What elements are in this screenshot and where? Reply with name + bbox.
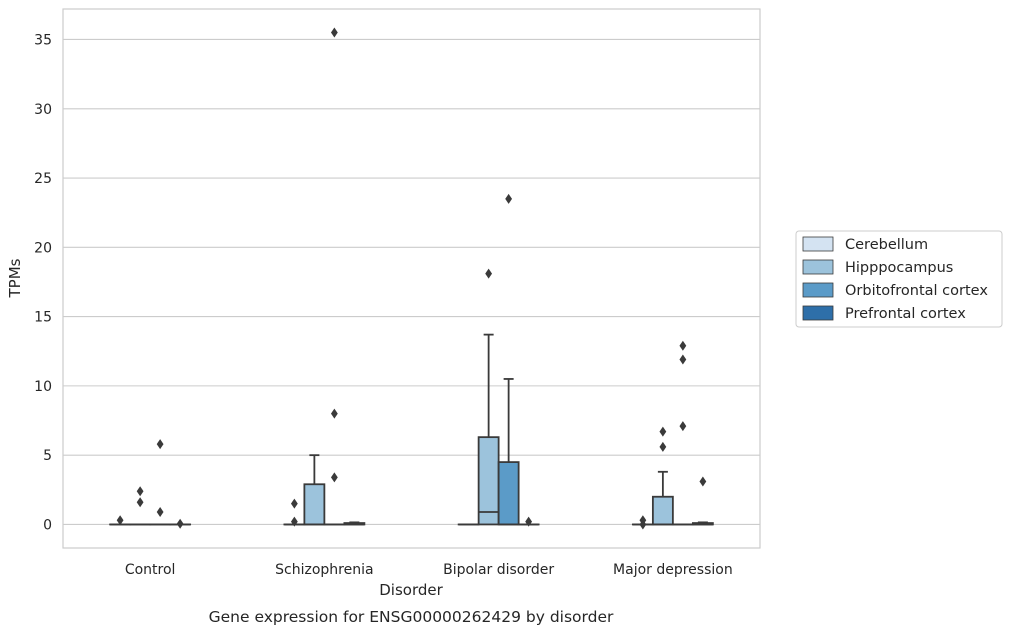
- box-3-1: [343, 521, 366, 526]
- x-tick-labels: Control Schizophrenia Bipolar disorder Majo…: [125, 562, 733, 578]
- outlier-point: [156, 439, 164, 450]
- y-tick-label: 25: [34, 171, 52, 187]
- box-1-3: [651, 426, 674, 526]
- legend-label: Prefrontal cortex: [845, 306, 966, 322]
- outlier-point: [679, 421, 687, 432]
- plot-frame: [62, 8, 761, 549]
- gridlines: [63, 38, 760, 525]
- outlier-point: [330, 472, 338, 483]
- box-3-2: [517, 516, 540, 527]
- outlier-point: [290, 516, 298, 527]
- outlier-point: [485, 268, 493, 279]
- outlier-point: [525, 516, 533, 527]
- outlier-point: [330, 27, 338, 38]
- legend-swatch: [802, 305, 834, 321]
- outlier-point: [290, 498, 298, 509]
- legend-swatch: [802, 282, 834, 298]
- legend-label: Orbitofrontal cortex: [845, 283, 988, 299]
- outlier-point: [116, 515, 124, 526]
- box-0-1: [283, 498, 306, 527]
- box-2-0: [149, 439, 172, 526]
- y-tick-label: 35: [34, 32, 52, 48]
- y-tick-labels: 0 5 10 15 20 25 30 35: [34, 32, 52, 533]
- box-1-0: [129, 486, 152, 526]
- x-tick-label: Major depression: [613, 562, 733, 578]
- legend-frame: [795, 230, 1003, 328]
- outlier-point: [330, 408, 338, 419]
- y-tick-label: 15: [34, 310, 52, 326]
- outlier-point: [679, 354, 687, 365]
- legend-swatch: [802, 259, 834, 275]
- outlier-point: [176, 518, 184, 529]
- box-body: [651, 495, 674, 526]
- y-tick-label: 0: [43, 517, 52, 533]
- box-3-3: [691, 476, 714, 526]
- outlier-point: [659, 426, 667, 437]
- x-tick-label: Schizophrenia: [275, 562, 373, 578]
- legend-label: Cerebellum: [845, 237, 928, 253]
- x-tick-label: Control: [125, 562, 176, 578]
- outlier-point: [659, 441, 667, 452]
- outlier-point: [136, 497, 144, 508]
- outlier-point: [639, 515, 647, 526]
- y-tick-label: 30: [34, 102, 52, 118]
- box-2-2: [497, 193, 520, 526]
- outlier-point: [699, 476, 707, 487]
- box-2-3: [671, 340, 694, 526]
- legend-swatch: [802, 236, 834, 252]
- chart-caption: Gene expression for ENSG00000262429 by d…: [209, 608, 614, 626]
- box-1-2: [477, 268, 500, 526]
- outlier-point: [679, 340, 687, 351]
- outlier-point: [136, 486, 144, 497]
- x-axis-label: Disorder: [379, 581, 443, 599]
- box-1-1: [303, 454, 326, 526]
- legend: Cerebellum Hipppocampus Orbitofrontal cort…: [795, 230, 1003, 328]
- x-tick-label: Bipolar disorder: [443, 562, 554, 578]
- y-tick-label: 5: [43, 448, 52, 464]
- box-body: [303, 483, 326, 526]
- boxes: [109, 27, 714, 530]
- box-body: [497, 461, 520, 526]
- y-axis-label: TPMs: [6, 258, 24, 298]
- box-2-1: [323, 27, 346, 526]
- y-tick-label: 10: [34, 379, 52, 395]
- outlier-point: [505, 193, 513, 204]
- outlier-point: [156, 506, 164, 517]
- legend-label: Hipppocampus: [845, 260, 953, 276]
- box-3-0: [169, 518, 192, 529]
- y-tick-label: 20: [34, 240, 52, 256]
- box-0-0: [109, 515, 132, 526]
- box-0-3: [631, 515, 654, 530]
